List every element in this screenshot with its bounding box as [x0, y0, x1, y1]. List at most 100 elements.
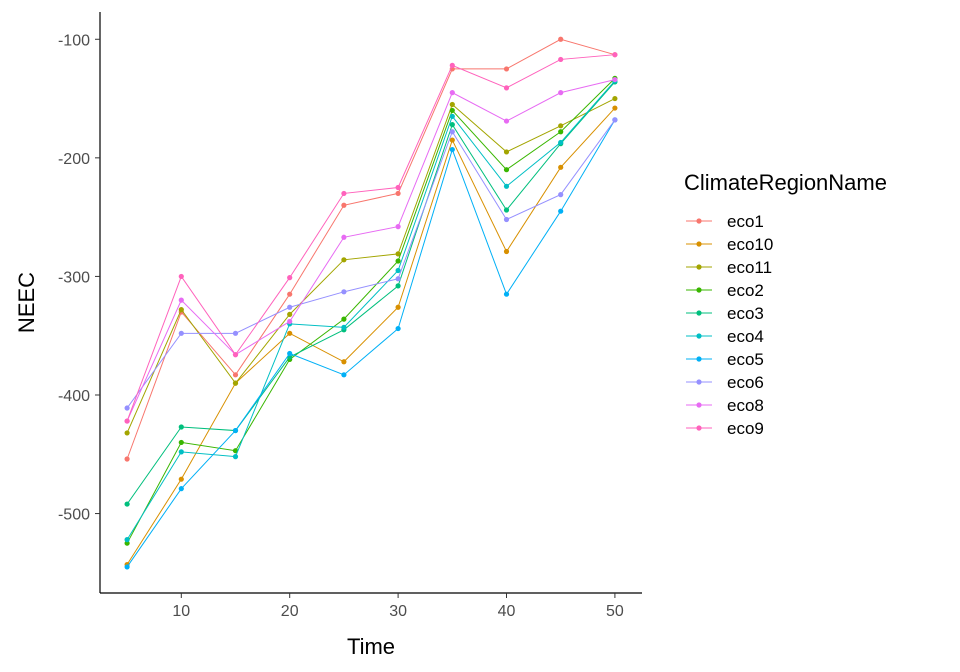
series-eco2 — [124, 75, 618, 546]
data-point-eco8 — [395, 224, 401, 230]
data-point-eco4 — [124, 537, 130, 543]
legend-item-eco1: eco1 — [686, 212, 764, 231]
series-line-eco10 — [126, 107, 616, 565]
data-point-eco9 — [503, 85, 510, 91]
data-point-eco10 — [178, 476, 184, 482]
legend-label: eco10 — [727, 235, 773, 254]
data-point-eco1 — [503, 66, 510, 72]
data-point-eco5 — [287, 350, 293, 357]
data-point-eco1 — [395, 190, 401, 197]
x-tick-label: 10 — [172, 603, 190, 620]
series-line-eco3 — [126, 81, 616, 505]
legend-label: eco11 — [727, 258, 772, 277]
data-point-eco1 — [232, 372, 239, 378]
data-point-eco1 — [341, 202, 347, 208]
y-tick-label: -200 — [58, 151, 90, 168]
legend-item-eco6: eco6 — [686, 373, 764, 392]
data-point-eco8 — [178, 297, 184, 303]
legend-label: eco8 — [727, 396, 764, 415]
legend-label: eco3 — [727, 304, 764, 323]
data-point-eco6 — [124, 405, 130, 411]
data-point-eco11 — [558, 123, 564, 129]
data-point-eco11 — [503, 149, 510, 155]
data-point-eco9 — [449, 62, 455, 68]
data-point-eco10 — [395, 304, 401, 310]
series-line-eco9 — [126, 54, 615, 422]
series-line-eco8 — [126, 79, 616, 422]
legend-label: eco1 — [727, 212, 764, 231]
legend-key-point — [696, 218, 702, 224]
data-point-eco8 — [612, 76, 618, 83]
data-point-eco10 — [449, 137, 455, 143]
series-layer — [124, 36, 618, 570]
data-point-eco10 — [558, 164, 564, 170]
data-point-eco10 — [287, 330, 293, 336]
series-line-eco6 — [126, 119, 616, 409]
data-point-eco2 — [341, 316, 347, 322]
y-axis-title: NEEC — [14, 272, 39, 333]
x-tick-label: 40 — [498, 603, 516, 620]
series-eco8 — [124, 76, 618, 424]
series-line-eco5 — [126, 119, 616, 568]
data-point-eco6 — [612, 117, 618, 123]
series-eco1 — [124, 36, 618, 462]
legend-label: eco2 — [727, 281, 764, 300]
series-eco10 — [124, 105, 618, 568]
legend-label: eco5 — [727, 350, 764, 369]
legend-key-point — [696, 402, 702, 408]
data-point-eco3 — [449, 122, 455, 128]
data-point-eco8 — [558, 90, 564, 96]
data-point-eco11 — [612, 95, 618, 102]
legend-item-eco5: eco5 — [686, 350, 764, 369]
data-point-eco9 — [178, 273, 184, 280]
series-eco4 — [124, 78, 618, 543]
data-point-eco5 — [124, 564, 130, 570]
legend-key-point — [696, 241, 702, 247]
data-point-eco2 — [503, 167, 510, 173]
series-line-eco2 — [126, 78, 616, 544]
x-tick-label: 30 — [389, 603, 407, 620]
series-line-eco11 — [126, 98, 616, 434]
series-line-eco1 — [126, 38, 616, 460]
series-eco9 — [124, 52, 618, 424]
legend: ClimateRegionName eco1 eco10 eco11 eco2 eco3… — [684, 170, 887, 438]
legend-item-eco2: eco2 — [686, 281, 764, 300]
data-point-eco3 — [178, 424, 184, 430]
data-point-eco9 — [124, 418, 130, 424]
data-point-eco5 — [341, 372, 347, 378]
data-point-eco6 — [449, 129, 455, 135]
legend-key-point — [696, 425, 702, 431]
legend-item-eco4: eco4 — [686, 327, 764, 346]
data-point-eco9 — [287, 275, 293, 281]
legend-key-point — [696, 379, 702, 385]
data-point-eco2 — [395, 258, 401, 264]
data-point-eco5 — [395, 325, 401, 332]
data-point-eco8 — [503, 118, 510, 124]
x-tick-label: 20 — [281, 603, 299, 620]
data-point-eco1 — [558, 36, 564, 42]
data-point-eco3 — [124, 501, 130, 507]
legend-item-eco9: eco9 — [686, 419, 764, 438]
series-line-eco4 — [126, 80, 616, 540]
data-point-eco11 — [287, 311, 293, 317]
data-point-eco4 — [232, 454, 239, 460]
data-point-eco6 — [558, 192, 564, 198]
data-point-eco10 — [341, 359, 347, 365]
legend-item-eco3: eco3 — [686, 304, 764, 323]
data-point-eco4 — [178, 449, 184, 455]
data-point-eco9 — [558, 56, 564, 63]
data-point-eco5 — [558, 208, 564, 214]
data-point-eco10 — [612, 105, 618, 111]
y-tick-label: -400 — [58, 388, 90, 405]
data-point-eco2 — [558, 129, 564, 135]
data-point-eco1 — [287, 291, 293, 297]
data-point-eco6 — [232, 330, 239, 336]
legend-key-point — [696, 287, 702, 293]
legend-item-eco10: eco10 — [686, 235, 773, 254]
x-tick-label: 50 — [606, 603, 624, 620]
legend-item-eco11: eco11 — [686, 258, 772, 277]
y-tick-label: -500 — [58, 507, 90, 524]
data-point-eco8 — [449, 90, 455, 96]
data-point-eco5 — [503, 291, 510, 297]
